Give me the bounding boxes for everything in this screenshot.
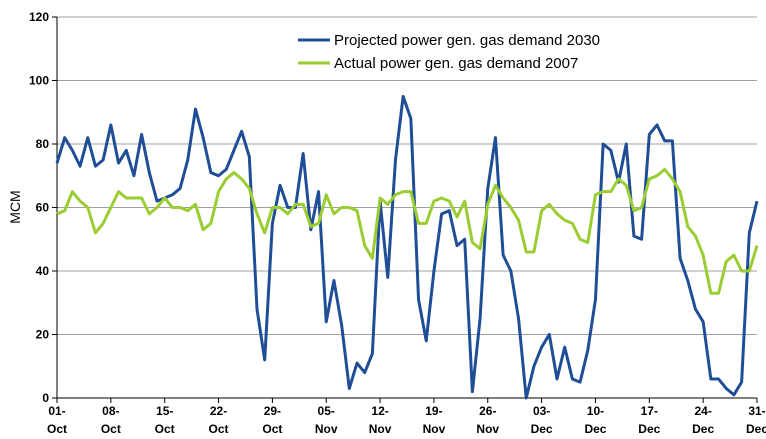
x-tick-label-line: Dec xyxy=(746,422,766,436)
series-line xyxy=(55,94,759,400)
x-tick-label: 05- Nov xyxy=(315,404,338,436)
y-tick-label: 0 xyxy=(42,391,49,405)
x-tick-label: 17- Dec xyxy=(638,404,660,436)
y-tick-label: 20 xyxy=(36,328,50,342)
x-tick-label-line: Nov xyxy=(369,422,392,436)
x-tick-label-line: Nov xyxy=(423,422,446,436)
x-tick-label-line: 15- xyxy=(156,404,173,418)
x-tick-label: 10- Dec xyxy=(584,404,606,436)
x-tick-label-line: 26- xyxy=(479,404,496,418)
x-tick-label: 26- Nov xyxy=(476,404,499,436)
legend-label: Actual power gen. gas demand 2007 xyxy=(334,55,578,72)
x-tick-label: 22- Oct xyxy=(209,404,229,436)
x-tick-label: 24- Dec xyxy=(692,404,714,436)
x-tick-label: 31- Dec xyxy=(746,404,766,436)
x-tick-label-line: 24- xyxy=(694,404,711,418)
x-tick-label-line: Oct xyxy=(262,422,282,436)
x-tick-label-line: 05- xyxy=(318,404,335,418)
y-tick-label: 60 xyxy=(36,201,50,215)
x-tick-label-line: Oct xyxy=(101,422,121,436)
x-tick-label-line: 12- xyxy=(371,404,388,418)
x-tick-label-line: Oct xyxy=(209,422,229,436)
y-tick-label: 40 xyxy=(36,264,50,278)
x-tick-label-line: 19- xyxy=(425,404,442,418)
x-tick-label-line: 31- xyxy=(748,404,765,418)
x-tick-label-line: Dec xyxy=(584,422,606,436)
y-axis-label: MCM xyxy=(7,190,23,223)
x-tick-label: 08- Oct xyxy=(101,404,121,436)
x-tick-label: 01- Oct xyxy=(47,404,67,436)
x-tick-label: 29- Oct xyxy=(262,404,282,436)
x-tick-label-line: Oct xyxy=(47,422,67,436)
x-tick-label: 15- Oct xyxy=(155,404,175,436)
series-line xyxy=(56,167,759,295)
x-tick-label-line: Dec xyxy=(638,422,660,436)
x-tick-label-line: 01- xyxy=(48,404,65,418)
x-tick-label: 12- Nov xyxy=(369,404,392,436)
x-tick-label-line: Nov xyxy=(476,422,499,436)
x-tick-label-line: Dec xyxy=(692,422,714,436)
x-tick-label-line: 10- xyxy=(587,404,604,418)
x-tick-label-line: 22- xyxy=(210,404,227,418)
x-tick-label-line: 29- xyxy=(264,404,281,418)
x-tick-label-line: Dec xyxy=(531,422,553,436)
y-tick-label: 100 xyxy=(29,74,49,88)
x-tick-label-line: 03- xyxy=(533,404,550,418)
legend-label: Projected power gen. gas demand 2030 xyxy=(334,32,600,49)
x-tick-label-line: Oct xyxy=(155,422,175,436)
y-tick-label: 120 xyxy=(29,10,49,24)
x-tick-label-line: 17- xyxy=(641,404,658,418)
y-tick-label: 80 xyxy=(36,137,50,151)
x-tick-label-line: 08- xyxy=(102,404,119,418)
x-tick-label-line: Nov xyxy=(315,422,338,436)
x-tick-label: 03- Dec xyxy=(531,404,553,436)
x-tick-label: 19- Nov xyxy=(423,404,446,436)
